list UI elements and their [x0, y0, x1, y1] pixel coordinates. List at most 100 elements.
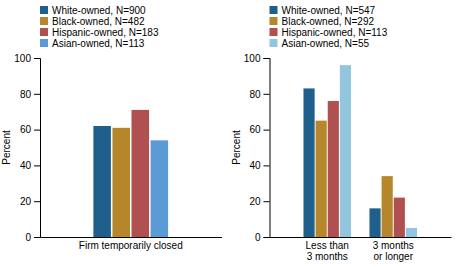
- x-tick: Less than3 months: [306, 240, 349, 262]
- legend-swatch: [40, 39, 48, 47]
- x-axis-line: [41, 237, 223, 238]
- legend-item: Hispanic-owned, N=113: [270, 27, 388, 38]
- panel: 020406080100Firm temporarily closedPerce…: [1, 5, 222, 252]
- y-tick-label: 100: [244, 53, 261, 64]
- x-tick-label-line: or longer: [374, 251, 414, 262]
- legend-swatch: [270, 39, 278, 47]
- y-tick-label: 80: [249, 89, 261, 100]
- bar: [303, 88, 314, 237]
- y-tick: 60: [20, 124, 40, 135]
- y-tick: 20: [20, 196, 40, 207]
- legend-label: Asian-owned, N=113: [52, 38, 145, 49]
- legend: White-owned, N=547Black-owned, N=292Hisp…: [270, 5, 388, 49]
- y-tick-label: 60: [20, 124, 32, 135]
- y-tick-label: 20: [249, 196, 261, 207]
- y-tick-mark: [264, 165, 270, 166]
- legend-label: Asian-owned, N=55: [282, 38, 370, 49]
- y-tick-mark: [34, 201, 40, 202]
- y-tick-label: 100: [14, 53, 31, 64]
- x-tick-label-line: Less than: [306, 240, 349, 251]
- legend-label: Black-owned, N=292: [282, 16, 375, 27]
- x-tick-label-line: Firm temporarily closed: [79, 240, 183, 251]
- bar: [151, 140, 169, 237]
- panel: 020406080100Less than3 months3 monthsor …: [231, 5, 452, 263]
- legend-label: White-owned, N=547: [282, 5, 376, 16]
- y-tick-label: 20: [20, 196, 32, 207]
- legend-swatch: [270, 17, 278, 25]
- legend-item: Hispanic-owned, N=183: [40, 27, 159, 38]
- legend: White-owned, N=900Black-owned, N=482Hisp…: [40, 5, 159, 49]
- x-axis-line: [270, 237, 452, 238]
- y-tick-mark: [34, 130, 40, 131]
- x-tick-label-line: 3 months: [373, 240, 414, 251]
- chart: 0 20 40 60 80 100 Firm temporarily closed Perce…: [0, 0, 459, 267]
- legend-swatch: [270, 28, 278, 36]
- legend-item: Asian-owned, N=113: [40, 38, 145, 49]
- legend-swatch: [40, 17, 48, 25]
- y-tick: 0: [255, 232, 270, 243]
- x-tick: Firm temporarily closed: [79, 240, 183, 251]
- bar: [340, 65, 351, 237]
- legend-swatch: [40, 28, 48, 36]
- y-tick: 0: [25, 232, 40, 243]
- y-tick-label: 0: [25, 232, 31, 243]
- bar: [93, 126, 111, 237]
- bar: [369, 208, 380, 237]
- bar: [328, 101, 339, 237]
- y-tick: 100: [244, 53, 270, 64]
- y-axis-title: Percent: [231, 130, 242, 165]
- y-tick: 80: [249, 89, 269, 100]
- x-axis: Firm temporarily closed: [41, 238, 223, 252]
- bar: [316, 121, 327, 237]
- y-tick-mark: [34, 165, 40, 166]
- bars: [93, 110, 168, 237]
- x-tick-label: Firm temporarily closed: [79, 240, 183, 251]
- x-tick-label-line: 3 months: [307, 251, 348, 262]
- chart-container: 0 20 40 60 80 100 Firm temporarily closed Perce…: [0, 0, 459, 267]
- x-tick-label: Less than3 months: [306, 240, 349, 262]
- legend-item: White-owned, N=547: [270, 5, 376, 16]
- legend-swatch: [40, 6, 48, 14]
- bar: [132, 110, 150, 237]
- bar: [112, 128, 130, 237]
- legend-label: White-owned, N=900: [52, 5, 146, 16]
- y-axis: 0 20 40 60 80 100: [244, 53, 270, 243]
- bar: [406, 228, 417, 237]
- y-tick-mark: [34, 237, 40, 238]
- y-tick-label: 40: [20, 160, 32, 171]
- y-tick-mark: [264, 94, 270, 95]
- y-tick-label: 40: [249, 160, 261, 171]
- y-tick: 20: [249, 196, 269, 207]
- y-tick-label: 60: [249, 124, 261, 135]
- legend-swatch: [270, 6, 278, 14]
- legend-item: Black-owned, N=482: [40, 16, 145, 27]
- y-tick-label: 0: [255, 232, 261, 243]
- legend-label: Hispanic-owned, N=113: [282, 27, 388, 38]
- bar: [382, 176, 393, 237]
- y-tick-mark: [264, 237, 270, 238]
- y-tick-mark: [264, 130, 270, 131]
- y-tick: 100: [14, 53, 40, 64]
- bar: [394, 198, 405, 237]
- legend-item: White-owned, N=900: [40, 5, 146, 16]
- y-axis: 0 20 40 60 80 100: [14, 53, 40, 243]
- y-tick-label: 80: [20, 89, 32, 100]
- y-tick-mark: [264, 201, 270, 202]
- y-tick: 80: [20, 89, 40, 100]
- y-axis-line: [264, 59, 271, 238]
- legend-item: Black-owned, N=292: [270, 16, 375, 27]
- y-axis-line: [34, 59, 41, 238]
- y-tick-mark: [264, 58, 270, 59]
- x-tick-label: 3 monthsor longer: [373, 240, 414, 262]
- legend-label: Hispanic-owned, N=183: [52, 27, 159, 38]
- y-tick: 40: [20, 160, 40, 171]
- y-tick-mark: [34, 94, 40, 95]
- x-tick: 3 monthsor longer: [373, 240, 414, 262]
- y-tick-mark: [34, 58, 40, 59]
- x-axis: Less than3 months3 monthsor longer: [270, 238, 452, 263]
- bars: [303, 65, 417, 237]
- y-tick: 40: [249, 160, 269, 171]
- legend-item: Asian-owned, N=55: [270, 38, 370, 49]
- y-tick: 60: [249, 124, 269, 135]
- legend-label: Black-owned, N=482: [52, 16, 145, 27]
